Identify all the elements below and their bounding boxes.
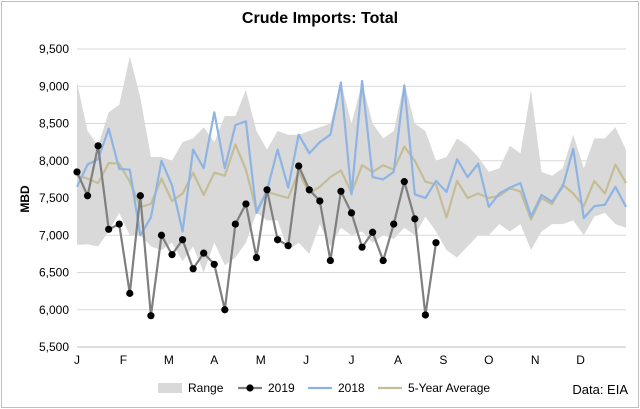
series-2019-point — [252, 254, 261, 262]
y-tick-label: 7,500 — [39, 191, 69, 205]
series-2019-point — [242, 200, 250, 208]
y-tick-label: 9,500 — [39, 42, 69, 56]
series-2019-point — [390, 220, 398, 228]
series-2019-point — [326, 256, 334, 265]
series-2019-point — [421, 311, 430, 319]
x-tick-label: J — [349, 353, 355, 367]
series-2019-point — [168, 251, 176, 259]
legend-swatch-marker — [246, 384, 254, 392]
range-band — [77, 56, 626, 273]
legend-label: 5-Year Average — [408, 381, 490, 395]
x-tick-label: J — [303, 353, 309, 367]
y-tick-label: 6,000 — [39, 303, 69, 317]
y-tick-label: 8,500 — [39, 117, 69, 131]
series-2019-point — [295, 162, 303, 170]
x-tick-label: A — [394, 353, 402, 367]
series-2019-point — [105, 225, 113, 233]
series-2019-point — [94, 142, 102, 150]
y-tick-label: 8,000 — [39, 154, 69, 168]
series-2019-point — [221, 306, 229, 314]
data-source-label: Data: EIA — [572, 382, 628, 397]
series-2019-point — [210, 260, 218, 268]
series-2019-point — [200, 249, 208, 257]
series-2019-point — [305, 186, 313, 194]
x-tick-label: S — [439, 353, 447, 367]
chart-title: Crude Imports: Total — [241, 10, 399, 27]
x-tick-label: A — [210, 353, 218, 367]
legend-label: 2018 — [338, 381, 365, 395]
series-2019-point — [189, 265, 197, 273]
series-2019-point — [369, 228, 377, 236]
series-2019-point — [136, 192, 144, 200]
series-2019-point — [358, 243, 366, 251]
series-2019-point — [83, 192, 92, 200]
series-2019-point — [147, 312, 155, 320]
series-2019-point — [178, 236, 187, 244]
y-tick-label: 9,000 — [39, 79, 69, 93]
x-tick-label: D — [576, 353, 585, 367]
x-tick-label: M — [256, 353, 266, 367]
series-2019-point — [126, 289, 134, 297]
series-2019-point — [273, 236, 282, 244]
legend-label: Range — [188, 381, 224, 395]
legend-label: 2019 — [268, 381, 295, 395]
series-2019-point — [73, 168, 81, 176]
x-tick-label: O — [484, 353, 493, 367]
x-tick-label: N — [531, 353, 540, 367]
x-tick-label: M — [164, 353, 174, 367]
series-2019-point — [157, 231, 166, 239]
series-2019-point — [115, 220, 123, 228]
series-2019-point — [411, 215, 419, 223]
y-tick-label: 7,000 — [39, 228, 69, 242]
series-2019-point — [379, 256, 387, 265]
chart-legend: Range 2019 2018 5-Year Average — [158, 381, 490, 395]
series-2018-line — [76, 79, 627, 237]
y-axis-label: MBD — [18, 185, 32, 213]
series-2019-point — [432, 239, 440, 247]
series-2019-point — [347, 209, 356, 217]
series-2019-point — [337, 187, 345, 195]
y-tick-label: 6,500 — [39, 266, 69, 280]
series-2019-point — [263, 186, 271, 194]
series-2019-point — [400, 178, 408, 186]
x-tick-label: J — [74, 353, 80, 367]
y-tick-label: 5,500 — [39, 340, 69, 354]
legend-swatch-range — [158, 383, 182, 393]
series-2019-point — [231, 220, 239, 228]
series-2019-point — [316, 197, 324, 205]
x-tick-label: F — [120, 353, 127, 367]
series-2019-point — [284, 242, 292, 250]
